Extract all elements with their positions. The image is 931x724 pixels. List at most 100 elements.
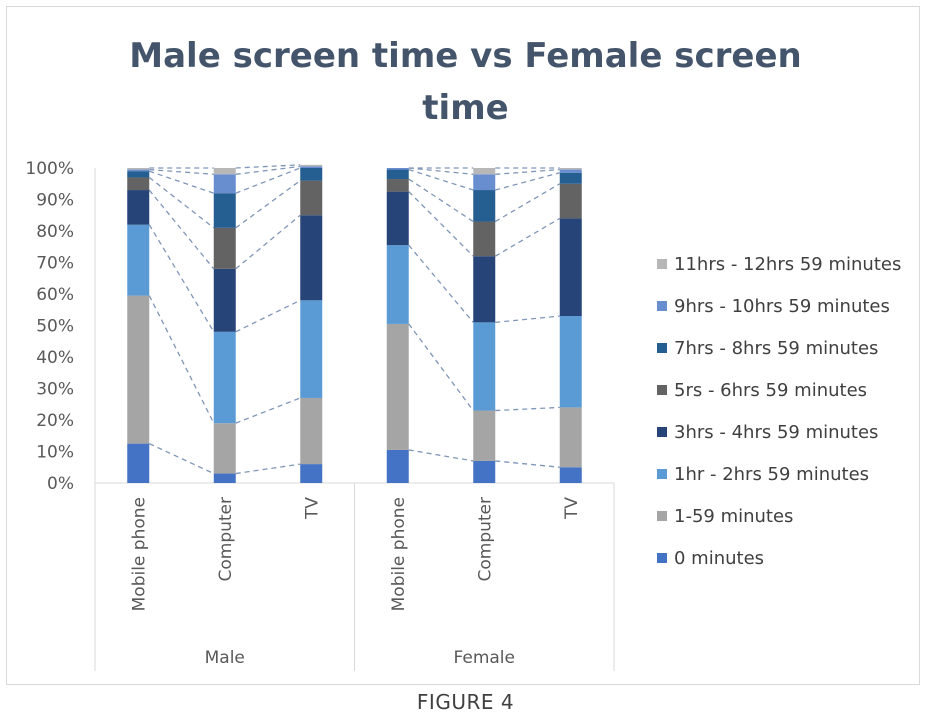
bar-segment xyxy=(473,256,496,323)
bar-segment xyxy=(386,449,409,483)
legend-item: 3hrs - 4hrs 59 minutes xyxy=(657,421,879,443)
y-tick-label: 10% xyxy=(36,443,74,463)
series-line xyxy=(235,180,301,229)
legend-swatch xyxy=(657,469,667,479)
bar-segment xyxy=(559,467,582,483)
legend-label: 1hr - 2hrs 59 minutes xyxy=(674,463,870,485)
bar-segment xyxy=(473,190,496,222)
legend-label: 0 minutes xyxy=(674,547,765,569)
legend-label: 3hrs - 4hrs 59 minutes xyxy=(674,421,879,443)
y-tick-label: 20% xyxy=(36,411,74,431)
bar-segment xyxy=(300,168,323,181)
bar-segment xyxy=(473,168,496,175)
bar-segment xyxy=(213,473,236,483)
series-line xyxy=(408,167,474,175)
bar-segment xyxy=(300,215,323,301)
series-line xyxy=(494,217,561,257)
legend-item: 7hrs - 8hrs 59 minutes xyxy=(657,337,879,359)
legend-label: 7hrs - 8hrs 59 minutes xyxy=(674,337,879,359)
series-line xyxy=(149,170,214,194)
bar-segment xyxy=(386,169,409,180)
legend-swatch xyxy=(657,553,667,563)
bar-segment xyxy=(559,168,582,170)
bar-segment xyxy=(213,168,236,175)
series-line xyxy=(148,295,215,424)
bar-segment xyxy=(386,168,409,170)
bar-segment xyxy=(127,190,150,225)
series-line xyxy=(148,189,215,270)
y-tick-label: 50% xyxy=(36,317,74,337)
legend-item: 11hrs - 12hrs 59 minutes xyxy=(657,253,902,275)
bar-segment xyxy=(213,268,236,332)
bar-segment xyxy=(386,191,409,246)
figure-caption: FIGURE 4 xyxy=(416,690,515,714)
bar-segment xyxy=(127,295,150,444)
series-line xyxy=(495,315,560,323)
chart-frame xyxy=(6,6,920,685)
legend-swatch xyxy=(657,259,667,269)
bar-segment xyxy=(473,322,496,411)
series-line xyxy=(408,244,474,323)
bar-segment xyxy=(300,164,323,167)
y-tick-label: 100% xyxy=(25,159,74,179)
series-line xyxy=(235,167,301,194)
legend-label: 1-59 minutes xyxy=(674,505,794,527)
category-label: Computer xyxy=(475,497,495,582)
series-line xyxy=(495,460,560,468)
category-label: Computer xyxy=(216,497,236,582)
bar-segment xyxy=(300,397,323,465)
legend-label: 11hrs - 12hrs 59 minutes xyxy=(674,253,902,275)
series-line xyxy=(408,323,474,411)
legend-item: 1hr - 2hrs 59 minutes xyxy=(657,463,870,485)
legend-label: 5rs - 6hrs 59 minutes xyxy=(674,379,868,401)
bar-segment xyxy=(300,300,323,398)
bar-segment xyxy=(386,245,409,324)
legend-item: 5rs - 6hrs 59 minutes xyxy=(657,379,868,401)
series-line xyxy=(235,463,301,475)
y-tick-label: 80% xyxy=(36,222,74,242)
bar-segment xyxy=(386,179,409,192)
series-line xyxy=(235,299,301,333)
y-tick-label: 30% xyxy=(36,380,74,400)
category-label: Mobile phone xyxy=(129,497,149,611)
bar-segment xyxy=(559,183,582,219)
series-line xyxy=(235,165,301,175)
y-tick-label: 90% xyxy=(36,191,74,211)
bar-segment xyxy=(559,172,582,184)
legend-swatch xyxy=(657,301,667,311)
bar-segment xyxy=(213,193,236,228)
series-line xyxy=(149,168,214,175)
series-line xyxy=(495,168,560,175)
bar-segment xyxy=(559,407,582,468)
chart-title-line-1: Male screen time vs Female screen xyxy=(129,36,802,76)
legend-swatch xyxy=(657,427,667,437)
group-label: Male xyxy=(205,648,245,668)
bar-segment xyxy=(559,316,582,408)
series-line xyxy=(235,397,301,424)
legend-item: 9hrs - 10hrs 59 minutes xyxy=(657,295,890,317)
y-tick-label: 60% xyxy=(36,285,74,305)
legend-swatch xyxy=(657,343,667,353)
series-line xyxy=(495,406,560,412)
bar-segment xyxy=(127,168,150,170)
series-line xyxy=(408,168,474,191)
legend-swatch xyxy=(657,511,667,521)
series-line xyxy=(148,224,215,333)
series-line xyxy=(148,443,215,475)
chart-title-line-2: time xyxy=(422,88,509,128)
bar-segment xyxy=(300,180,323,216)
category-label: Mobile phone xyxy=(389,497,409,611)
bar-segment xyxy=(473,174,496,191)
bar-segment xyxy=(473,221,496,257)
bar-segment xyxy=(213,227,236,269)
bar-segment xyxy=(559,218,582,317)
bar-segment xyxy=(213,423,236,474)
bar-segment xyxy=(127,443,150,483)
category-label: TV xyxy=(302,497,322,520)
bar-segment xyxy=(213,174,236,194)
legend-label: 9hrs - 10hrs 59 minutes xyxy=(674,295,890,317)
series-line xyxy=(408,191,474,257)
series-line xyxy=(235,214,301,270)
series-line xyxy=(148,176,215,229)
